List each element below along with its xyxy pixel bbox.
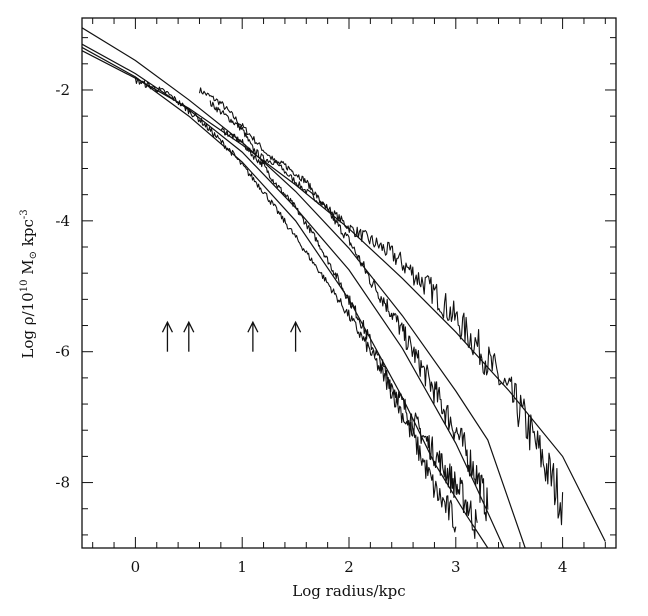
data-profile [209, 100, 489, 522]
y-tick-label: -6 [55, 343, 70, 361]
plot-frame [81, 17, 617, 549]
y-tick-label: -8 [55, 474, 70, 492]
arrow-marker [290, 320, 302, 352]
y-tick-label: -2 [55, 81, 70, 99]
model-curve [82, 46, 489, 548]
data-profile [134, 77, 457, 533]
y-axis-label: Log ρ/1010 M⊙ kpc-3 [19, 209, 39, 358]
data-profile [198, 87, 564, 526]
y-tick-labels: -2 -4 -6 -8 [55, 81, 70, 492]
x-tick-label: 2 [344, 558, 354, 576]
x-axis-label: Log radius/kpc [292, 582, 405, 600]
arrows-layer [161, 320, 302, 352]
model-curve [82, 43, 505, 548]
axis-ticks [82, 18, 616, 548]
x-tick-label: 3 [451, 558, 461, 576]
arrow-marker [161, 320, 174, 352]
series-layer [82, 27, 606, 548]
model-curve [82, 27, 526, 548]
y-tick-label: -4 [55, 212, 70, 230]
x-tick-label: 1 [237, 558, 247, 576]
model-curve [82, 50, 606, 542]
arrow-marker [183, 320, 195, 352]
arrow-marker [247, 320, 259, 352]
x-tick-label: 0 [131, 558, 141, 576]
x-tick-labels: 0 1 2 3 4 [131, 558, 568, 576]
x-tick-label: 4 [558, 558, 568, 576]
